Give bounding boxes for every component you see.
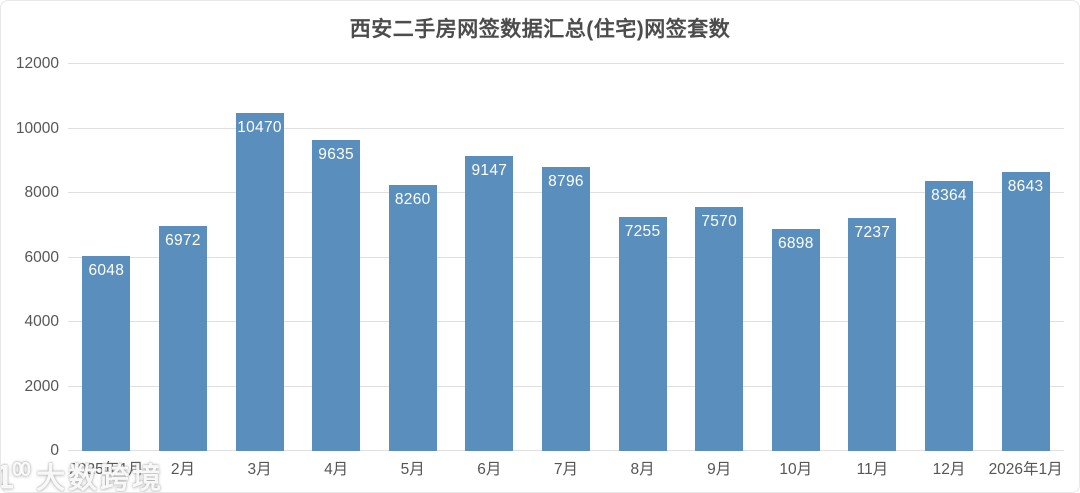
x-tick-label: 2月 bbox=[170, 461, 195, 478]
bar-7月: 8796 bbox=[541, 167, 590, 451]
bar-8月: 7255 bbox=[618, 217, 667, 451]
bar-4月: 9635 bbox=[312, 140, 361, 451]
bar-value-label: 10470 bbox=[237, 119, 282, 137]
x-tick-label: 6月 bbox=[477, 461, 502, 478]
y-tick-label: 0 bbox=[50, 442, 59, 459]
x-axis: 2025年1月 2月 3月 4月 5月 6月 7月 8月 9月 10月 11月 12月 2026年1月 bbox=[68, 457, 1064, 479]
bar-value-label: 7237 bbox=[854, 223, 891, 241]
bar-value-label: 7255 bbox=[624, 223, 661, 241]
bar-slot: 10470 bbox=[221, 64, 298, 451]
bar-2026年1月: 8643 bbox=[1001, 172, 1050, 451]
x-tick-label: 10月 bbox=[779, 461, 813, 478]
x-tick-label: 7月 bbox=[553, 461, 579, 478]
bar-slot: 8643 bbox=[987, 64, 1064, 451]
bar-slot: 8796 bbox=[528, 64, 605, 451]
bar-slot: 6048 bbox=[68, 64, 145, 451]
x-tick-label: 12月 bbox=[932, 461, 966, 478]
bar-slot: 7570 bbox=[681, 64, 758, 451]
x-tick-label: 4月 bbox=[324, 461, 349, 478]
bar-slot: 9147 bbox=[451, 64, 528, 451]
gridline bbox=[68, 127, 1064, 129]
bar-value-label: 6972 bbox=[165, 232, 201, 250]
bar-value-label: 8260 bbox=[394, 190, 431, 208]
bar-value-label: 8643 bbox=[1007, 178, 1044, 196]
bar-3月: 10470 bbox=[235, 113, 284, 451]
bar-value-label: 8364 bbox=[931, 187, 967, 205]
bar-slot: 7237 bbox=[834, 64, 911, 451]
y-tick-label: 4000 bbox=[24, 313, 59, 331]
plot-area: 6048 6972 10470 9635 8260 9147 8796 7255 7570 689… bbox=[68, 63, 1064, 451]
x-tick-label: 8月 bbox=[630, 461, 655, 478]
bar-value-label: 6048 bbox=[88, 261, 125, 279]
watermark-logo-icon: 100 bbox=[1, 458, 31, 492]
y-axis: 0 2000 4000 6000 8000 10000 12000 bbox=[1, 55, 59, 459]
chart-title: 西安二手房网签数据汇总(住宅)网签套数 bbox=[349, 18, 731, 41]
y-tick-label: 10000 bbox=[15, 119, 59, 137]
y-tick-label: 12000 bbox=[15, 55, 59, 72]
bar-slot: 9635 bbox=[298, 64, 375, 451]
x-tick-label: 5月 bbox=[400, 461, 425, 478]
bar-slot: 7255 bbox=[604, 64, 681, 451]
bar-slot: 6972 bbox=[145, 64, 222, 451]
x-tick-label: 2025年1月 bbox=[69, 461, 144, 478]
x-tick-label: 2026年1月 bbox=[988, 461, 1063, 478]
bar-5月: 8260 bbox=[388, 184, 437, 451]
x-tick-label: 9月 bbox=[707, 461, 732, 478]
bar-2月: 6972 bbox=[158, 226, 207, 451]
bar-value-label: 9147 bbox=[471, 162, 508, 180]
bar-slot: 8260 bbox=[374, 64, 451, 451]
bar-2025年1月: 6048 bbox=[82, 255, 131, 451]
gridline bbox=[68, 63, 1064, 64]
bar-10月: 6898 bbox=[771, 228, 820, 451]
bar-12月: 8364 bbox=[925, 181, 973, 451]
bar-value-label: 7570 bbox=[701, 212, 738, 230]
bar-slot: 8364 bbox=[911, 64, 988, 451]
bars-row: 6048 6972 10470 9635 8260 9147 8796 7255 7570 689… bbox=[68, 64, 1064, 451]
y-tick-label: 6000 bbox=[24, 248, 59, 266]
x-tick-label: 11月 bbox=[856, 461, 889, 478]
x-tick-label: 3月 bbox=[247, 461, 272, 478]
bar-6月: 9147 bbox=[465, 156, 514, 451]
y-tick-label: 8000 bbox=[24, 184, 59, 202]
y-tick-label: 2000 bbox=[24, 377, 59, 395]
bar-slot: 6898 bbox=[757, 64, 834, 451]
bar-11月: 7237 bbox=[848, 217, 897, 451]
bar-value-label: 9635 bbox=[318, 146, 354, 164]
bar-value-label: 8796 bbox=[548, 173, 584, 191]
bar-value-label: 6898 bbox=[777, 234, 814, 252]
bar-9月: 7570 bbox=[695, 206, 744, 451]
